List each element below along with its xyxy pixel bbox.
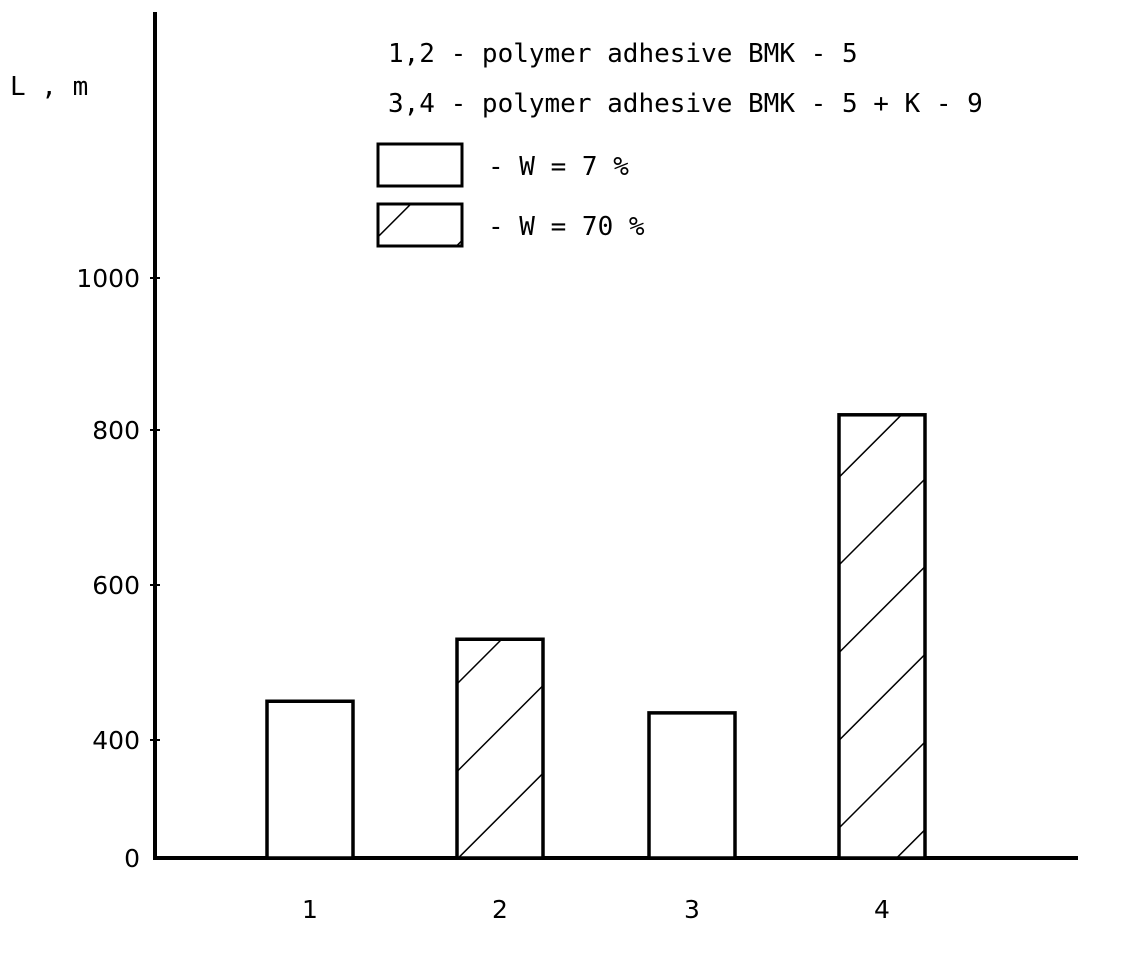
y-tick-label: 800 — [92, 416, 140, 445]
legend-swatch-hatched — [376, 202, 464, 248]
legend-label-plain: - W = 7 % — [488, 152, 629, 182]
bar-2 — [455, 637, 545, 860]
x-axis-tick-labels: 1 2 3 4 — [302, 895, 890, 924]
y-tick-label: 0 — [124, 844, 140, 873]
y-axis-ticks: 0 400 600 800 1000 — [76, 264, 160, 873]
annotation-line-1: 1,2 - polymer adhesive BMK - 5 — [388, 39, 858, 69]
annotation-line-2: 3,4 - polymer adhesive BMK - 5 + K - 9 — [388, 89, 983, 119]
bar-4 — [837, 413, 927, 860]
legend-swatch-plain — [376, 142, 464, 188]
y-tick-label: 600 — [92, 571, 140, 600]
bars — [265, 413, 927, 860]
y-tick-label: 400 — [92, 726, 140, 755]
x-tick-label: 2 — [492, 895, 508, 924]
x-tick-label: 3 — [684, 895, 700, 924]
x-tick-label: 1 — [302, 895, 318, 924]
bar-1 — [265, 699, 355, 860]
x-tick-label: 4 — [874, 895, 890, 924]
legend: - W = 7 % - W = 70 % — [376, 142, 645, 248]
y-axis-label: L , m — [10, 72, 88, 102]
y-tick-label: 1000 — [76, 264, 140, 293]
legend-label-hatched: - W = 70 % — [488, 212, 645, 242]
bar-3 — [647, 711, 737, 860]
